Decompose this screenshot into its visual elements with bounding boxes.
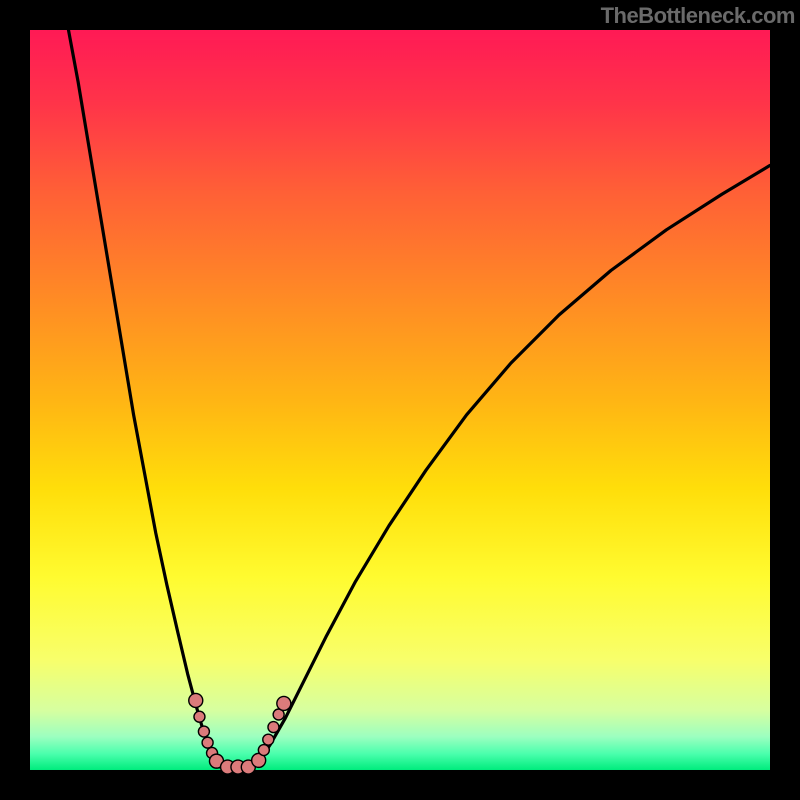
marker-point [194, 711, 205, 722]
chart-canvas: TheBottleneck.com [0, 0, 800, 800]
gradient-background [30, 30, 770, 770]
marker-point [263, 734, 274, 745]
watermark: TheBottleneck.com [601, 3, 795, 29]
marker-point [277, 696, 291, 710]
marker-point [198, 726, 209, 737]
plot-area [30, 30, 770, 770]
marker-point [189, 693, 203, 707]
marker-point [202, 737, 213, 748]
plot-svg [30, 30, 770, 770]
marker-point [258, 745, 269, 756]
marker-point [268, 722, 279, 733]
